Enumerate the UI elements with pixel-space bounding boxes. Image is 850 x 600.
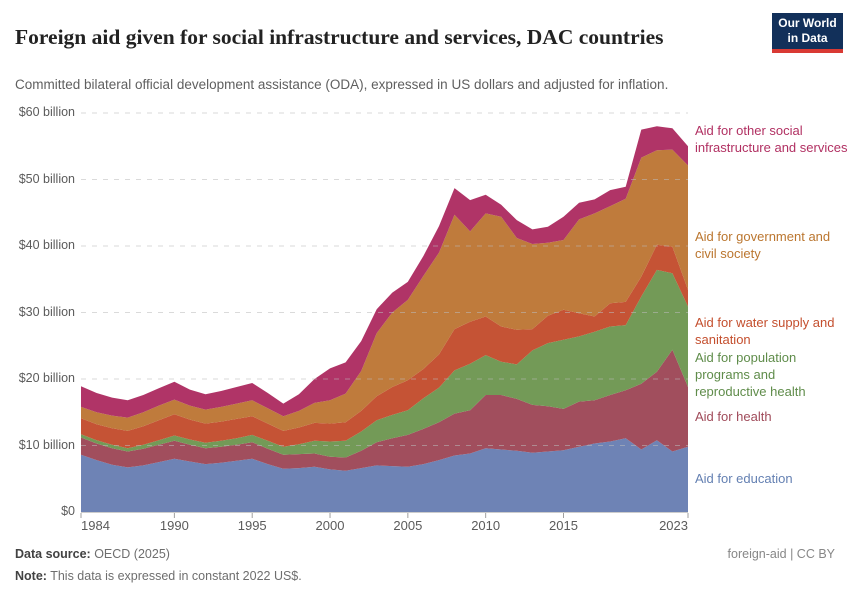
x-axis-label-1995: 1995 (237, 518, 267, 533)
x-axis-label-2005: 2005 (393, 518, 423, 533)
footer-note: Note: This data is expressed in constant… (15, 569, 302, 583)
owid-logo-line1: Our World (778, 16, 837, 30)
chart-subtitle: Committed bilateral official development… (15, 77, 669, 92)
legend-label-population[interactable]: Aid for population programs and reproduc… (695, 350, 806, 399)
y-axis-label-20: $20 billion (18, 371, 75, 385)
footer-attribution[interactable]: foreign-aid | CC BY (727, 547, 835, 561)
footer-source-value: OECD (2025) (90, 547, 170, 561)
y-axis-label-40: $40 billion (18, 238, 75, 252)
legend-label-education[interactable]: Aid for education (695, 471, 793, 486)
legend-label-health[interactable]: Aid for health (695, 409, 772, 424)
footer-note-value: This data is expressed in constant 2022 … (46, 569, 302, 583)
y-axis-label-60: $60 billion (18, 105, 75, 119)
area-education[interactable] (81, 438, 688, 512)
area-health[interactable] (81, 349, 688, 471)
x-axis-label-2015: 2015 (549, 518, 578, 533)
legend-label-government[interactable]: Aid for government and civil society (695, 229, 831, 261)
legend-label-water[interactable]: Aid for water supply and sanitation (695, 315, 835, 347)
x-axis-label-2000: 2000 (315, 518, 345, 533)
x-axis-label-2023: 2023 (659, 518, 688, 533)
y-axis-label-30: $30 billion (18, 304, 75, 319)
y-axis-label-50: $50 billion (18, 171, 75, 186)
owid-logo[interactable]: Our World in Data (772, 13, 843, 53)
y-axis-label-10: $10 billion (18, 437, 75, 452)
x-axis-label-1984: 1984 (81, 518, 110, 533)
x-axis-label-1990: 1990 (159, 518, 189, 533)
legend-label-other[interactable]: Aid for other social infrastructure and … (695, 123, 848, 155)
area-water[interactable] (81, 244, 688, 449)
x-axis-label-2010: 2010 (471, 518, 501, 533)
page-title: Foreign aid given for social infrastruct… (15, 25, 664, 50)
footer-source: Data source: OECD (2025) (15, 547, 170, 561)
area-government[interactable] (81, 149, 688, 431)
owid-logo-line2: in Data (787, 31, 828, 45)
area-population[interactable] (81, 269, 688, 458)
footer-source-label: Data source: (15, 547, 91, 561)
y-axis-label-0: $0 (61, 504, 75, 518)
footer-note-label: Note: (15, 569, 47, 583)
